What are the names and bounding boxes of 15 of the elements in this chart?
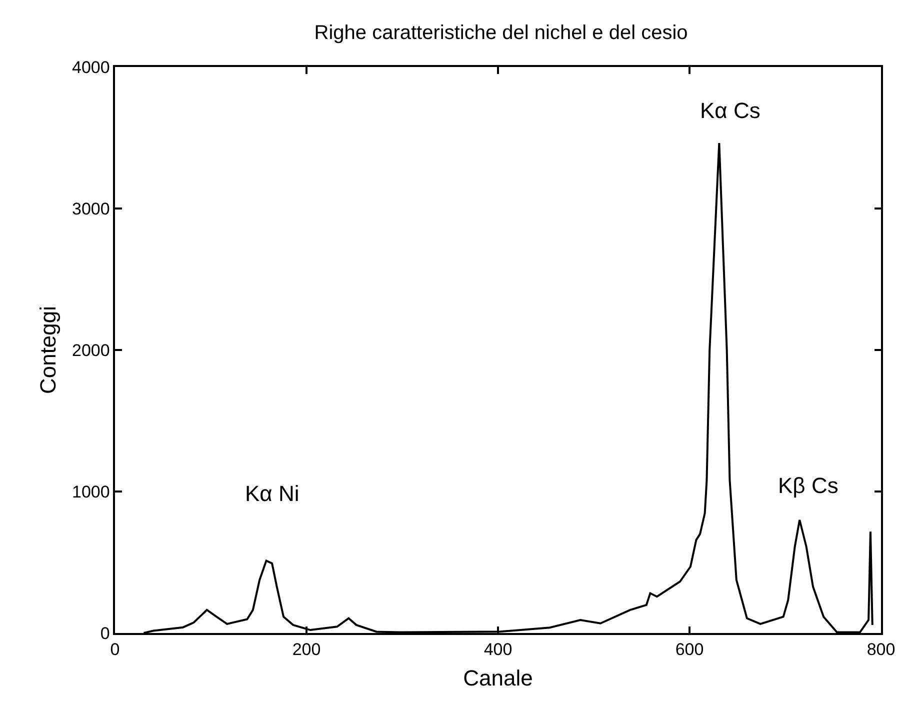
- y-tick-label: 0: [100, 624, 110, 643]
- x-tick-label: 800: [866, 640, 896, 660]
- annotation: Kβ Cs: [778, 473, 838, 498]
- x-tick-label: 400: [484, 640, 512, 660]
- y-tick-label: 1000: [72, 482, 110, 502]
- x-tick-label: 600: [675, 640, 704, 660]
- annotation: Kα Cs: [700, 98, 760, 123]
- annotation: Kα Ni: [245, 481, 300, 506]
- x-axis-title: Canale: [463, 666, 533, 691]
- x-tick-label: 200: [292, 640, 321, 660]
- y-tick-label: 4000: [72, 58, 110, 77]
- y-tick-label: 2000: [72, 340, 110, 360]
- y-tick-label: 3000: [72, 199, 110, 218]
- y-axis-title: Conteggi: [35, 306, 60, 394]
- chart-title: Righe caratteristiche del nichel e del cesio: [314, 22, 688, 44]
